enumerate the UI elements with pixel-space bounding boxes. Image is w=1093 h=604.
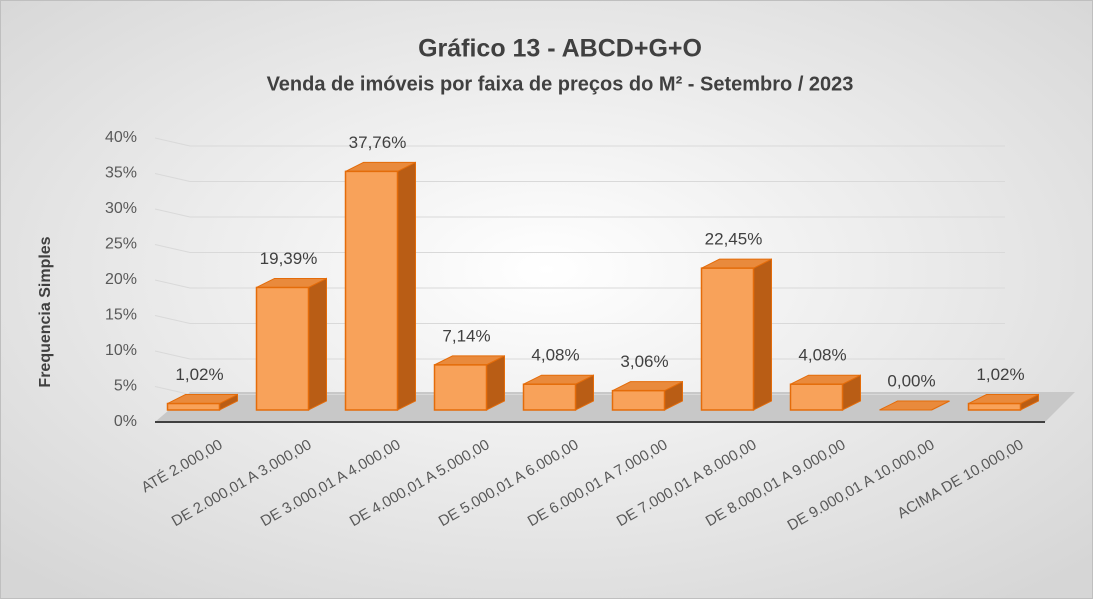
grid-line (154, 208, 1005, 218)
data-label: 3,06% (620, 352, 668, 371)
data-label: 19,39% (260, 249, 318, 268)
grid-line (154, 244, 1005, 253)
y-tick-label: 0% (114, 413, 137, 430)
bar-side (308, 277, 327, 411)
bar (789, 383, 844, 411)
y-tick-label: 40% (105, 129, 137, 146)
bar (255, 286, 310, 411)
bar-side (397, 161, 416, 411)
grid-line (154, 173, 1005, 182)
chart-title: Gráfico 13 - ABCD+G+O (418, 35, 702, 63)
y-tick-label: 35% (105, 165, 137, 182)
bar (166, 402, 221, 411)
y-tick-label: 30% (105, 200, 137, 217)
y-tick-label: 15% (105, 307, 137, 324)
bar-side (753, 258, 772, 411)
data-label: 1,02% (976, 365, 1024, 384)
bar (433, 364, 488, 411)
y-tick-label: 25% (105, 236, 137, 253)
bar-top (879, 400, 950, 411)
bar (522, 383, 577, 411)
data-label: 4,08% (531, 346, 579, 365)
y-tick-label: 20% (105, 271, 137, 288)
data-label: 22,45% (705, 230, 763, 249)
data-label: 7,14% (442, 326, 490, 345)
chart-subtitle: Venda de imóveis por faixa de preços do … (267, 73, 854, 95)
y-tick-label: 10% (105, 342, 137, 359)
data-label: 4,08% (798, 346, 846, 365)
data-label: 0,00% (887, 371, 935, 390)
bar (344, 170, 399, 411)
grid-line (154, 137, 1005, 147)
bar (967, 402, 1022, 411)
data-label: 1,02% (175, 365, 223, 384)
bar (700, 267, 755, 411)
y-axis-label: Frequencia Simples (37, 236, 54, 387)
data-label: 37,76% (349, 133, 407, 152)
y-tick-label: 5% (114, 378, 137, 395)
bar (611, 389, 666, 411)
